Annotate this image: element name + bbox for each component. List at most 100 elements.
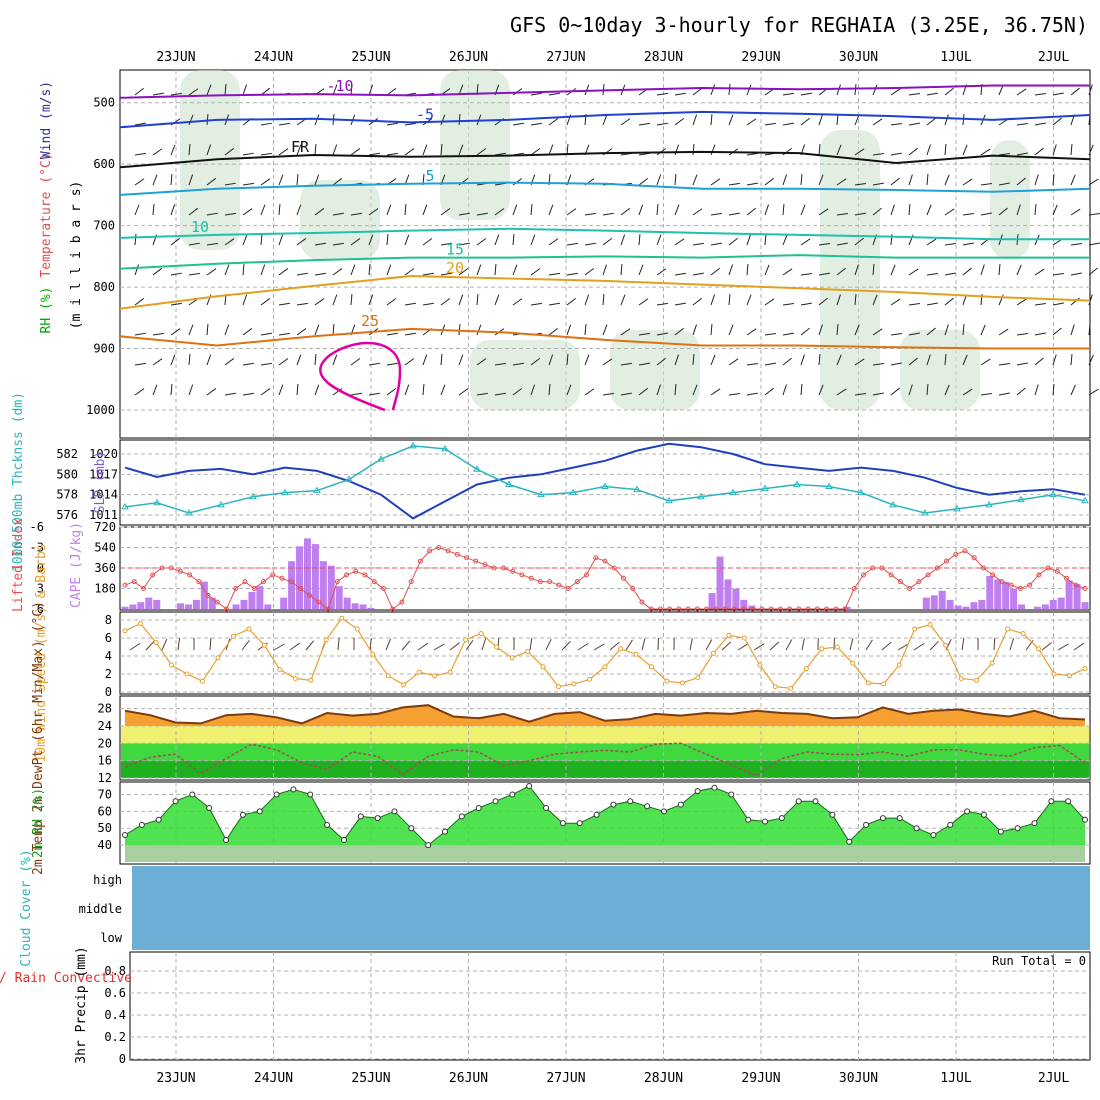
wind-speed-marker	[401, 682, 407, 688]
top-date-label: 1JUL	[940, 50, 971, 65]
wind-barb	[1016, 152, 1028, 156]
wind-barb	[1070, 143, 1073, 156]
wind-tick-label: 6	[105, 631, 112, 645]
lifted-index-marker	[814, 606, 820, 612]
dewpt-band-low	[121, 760, 1089, 778]
wind-barb	[656, 203, 659, 216]
thickness-marker	[953, 504, 961, 512]
wind-barb	[152, 384, 158, 396]
wind-barb	[854, 83, 857, 96]
wind-barb	[170, 354, 176, 366]
wind-barb	[854, 148, 865, 156]
wind-barb	[314, 272, 326, 276]
wind-barb	[764, 122, 776, 126]
bottom-date-label: 26JUN	[449, 1071, 488, 1086]
lifted-index-ylabel: Lifted Index	[11, 518, 26, 612]
lifted-index-marker	[648, 606, 654, 612]
rh-tick-label: 50	[98, 821, 112, 835]
cape-bar	[946, 599, 954, 609]
bottom-date-label: 2JUL	[1038, 1071, 1069, 1086]
cape-bar	[922, 597, 930, 609]
wind-barb	[1088, 242, 1100, 246]
lifted-index-marker	[390, 606, 396, 612]
wind-barb	[1034, 174, 1039, 186]
wind-barb	[548, 144, 554, 156]
wind-barb	[512, 122, 524, 126]
wind-barb	[746, 263, 749, 276]
lifted-index-marker	[630, 586, 636, 591]
wind-barb	[1052, 354, 1057, 366]
wind-barb	[548, 238, 559, 246]
wind-barb	[494, 294, 500, 306]
lifted-index-marker	[168, 565, 174, 571]
wind-barb	[458, 212, 470, 216]
lifted-index-marker	[611, 565, 617, 571]
surface-wind-barb	[529, 638, 533, 651]
wind-barb	[782, 332, 794, 336]
cape-bar	[208, 597, 216, 609]
rh-marker	[509, 791, 516, 798]
wind-barb	[998, 207, 1008, 216]
rh-marker	[391, 808, 398, 815]
wind-barb	[1088, 323, 1091, 336]
rh-area	[125, 786, 1085, 862]
surface-wind-barb	[1041, 642, 1052, 651]
cape-bar	[716, 556, 724, 609]
rh-marker	[256, 808, 263, 815]
lifted-index-marker	[473, 558, 479, 564]
wind-barb	[170, 328, 181, 336]
wind-barb	[674, 272, 686, 276]
wind-barb	[170, 173, 173, 186]
wind-barb	[314, 143, 317, 156]
wind-barb	[746, 84, 752, 96]
surface-wind-barb	[705, 639, 713, 651]
wind-barb	[188, 242, 200, 246]
wind-barb	[458, 242, 470, 246]
rh-marker	[947, 821, 954, 828]
wind-barb	[962, 323, 965, 336]
wind-barb	[638, 122, 650, 126]
wind-speed-marker	[215, 655, 221, 661]
wind-barb	[386, 362, 398, 366]
wind-barb	[782, 92, 794, 96]
lifted-index-marker	[805, 606, 811, 612]
lifted-index-marker	[824, 606, 830, 612]
wind-barb	[476, 358, 487, 366]
wind-barb	[134, 122, 146, 126]
lifted-index-marker	[445, 548, 451, 554]
wind-barb	[134, 388, 145, 396]
wind-speed-marker	[958, 676, 964, 681]
upper-air-ylabel: Temperature (°C)	[39, 152, 54, 277]
cape-bar	[994, 579, 1002, 609]
wind-speed-marker	[989, 660, 995, 666]
wind-barb	[944, 324, 949, 336]
wind-barb	[998, 263, 1001, 276]
dewpt-band-mid	[121, 743, 1089, 761]
cape-bar	[296, 546, 304, 609]
wind-barb	[476, 148, 487, 156]
wind-barb	[674, 238, 685, 246]
cape-bar	[1002, 581, 1010, 609]
wind-barb	[584, 388, 595, 396]
wind-barb	[1034, 268, 1045, 276]
wind-barb	[674, 92, 686, 96]
wind-barb	[134, 178, 145, 186]
thickness-marker	[121, 502, 129, 510]
wind-barb	[800, 173, 803, 186]
isotherm-label: -10	[326, 77, 353, 95]
wind-barb	[602, 237, 613, 246]
rh-marker	[307, 791, 314, 798]
surface-wind-barb	[289, 642, 301, 651]
wind-barb	[854, 324, 860, 336]
lifted-index-tick-label: 6	[37, 602, 44, 616]
rh-marker	[492, 798, 499, 805]
wind-barb	[188, 174, 194, 186]
wind-barb	[134, 233, 137, 246]
wind-barb	[566, 324, 572, 336]
bottom-date-label: 23JUN	[156, 1071, 195, 1086]
wind-barb	[692, 143, 695, 156]
surface-wind-barb	[241, 640, 250, 651]
wind-barb	[278, 358, 289, 366]
lifted-index-marker	[833, 606, 839, 612]
rh-marker	[879, 815, 886, 822]
